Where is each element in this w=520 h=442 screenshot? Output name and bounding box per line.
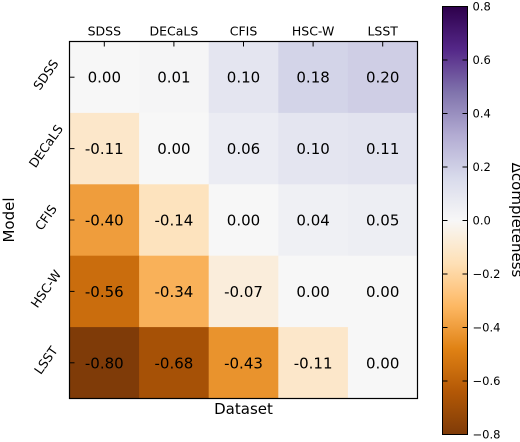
colorbar-tick-label: 0.0 (473, 214, 491, 228)
x-axis-label: Dataset (214, 400, 273, 418)
y-tick-label: SDSS (30, 57, 61, 93)
heatmap-cell (278, 112, 349, 185)
x-tick-label: SDSS (88, 24, 121, 39)
cell-value-label: 0.00 (227, 212, 260, 230)
heatmap-cell (347, 255, 418, 328)
cell-value-label: 0.18 (296, 69, 329, 87)
colorbar-label: Δcompleteness (508, 163, 520, 278)
cell-value-label: 0.10 (296, 140, 329, 158)
heatmap-cell (278, 41, 349, 114)
heatmap-cell (347, 184, 418, 257)
x-tick-label: DECaLS (149, 24, 198, 39)
colorbar-tick-label: −0.4 (473, 321, 501, 335)
cell-value-label: 0.01 (157, 69, 190, 87)
cell-value-label: 0.00 (366, 354, 399, 372)
heatmap-cell (208, 327, 279, 399)
y-tick-label: HSC-W (27, 267, 64, 310)
heatmap-cell (278, 184, 349, 257)
cell-value-label: 0.00 (366, 283, 399, 301)
colorbar-tick-label: 0.2 (473, 160, 491, 174)
cell-value-label: 0.20 (366, 69, 399, 87)
x-tick-label: LSST (367, 24, 398, 39)
heatmap-cell (208, 112, 279, 185)
cell-value-label: -0.68 (154, 354, 193, 372)
cell-value-label: 0.00 (157, 140, 190, 158)
cell-value-label: -0.40 (85, 212, 124, 230)
heatmap-cell (347, 41, 418, 114)
heatmap-cell (278, 255, 349, 328)
heatmap-cell (139, 327, 210, 399)
heatmap-cells (69, 41, 418, 399)
cell-value-label: 0.04 (296, 212, 329, 230)
y-tick-label: CFIS (32, 202, 60, 233)
cell-value-label: 0.00 (88, 69, 121, 87)
colorbar-tick-label: 0.8 (473, 0, 491, 14)
colorbar-tick-label: −0.8 (473, 428, 501, 442)
cell-value-label: -0.34 (154, 283, 193, 301)
heatmap-cell (347, 112, 418, 185)
x-axis-ticks: SDSS DECaLS CFIS HSC-W LSST (88, 24, 398, 47)
x-tick-label: CFIS (230, 24, 258, 39)
y-tick-label: LSST (31, 343, 61, 377)
heatmap-cell (208, 184, 279, 257)
colorbar-tick-label: 0.6 (473, 53, 491, 67)
heatmap-cell (69, 255, 140, 328)
heatmap-cell (139, 184, 210, 257)
cell-value-label: 0.10 (227, 69, 260, 87)
heatmap-cell (139, 255, 210, 328)
cell-value-label: -0.43 (224, 354, 263, 372)
heatmap-value-labels: 0.00 0.01 0.10 0.18 0.20 -0.11 0.00 0.06 0.10 0.1… (85, 69, 400, 373)
y-tick-label: DECaLS (26, 122, 66, 171)
x-tick-label: HSC-W (292, 24, 334, 39)
cell-value-label: 0.11 (366, 140, 399, 158)
heatmap-cell (69, 327, 140, 399)
cell-value-label: 0.00 (296, 283, 329, 301)
heatmap-cell (208, 41, 279, 114)
colorbar-tick-label: −0.6 (473, 374, 501, 388)
cell-value-label: 0.06 (227, 140, 260, 158)
cell-value-label: -0.11 (294, 354, 333, 372)
cell-value-label: -0.14 (154, 212, 193, 230)
heatmap-cell (208, 255, 279, 328)
heatmap-cell (139, 41, 210, 114)
heatmap-cell (69, 41, 140, 114)
heatmap-cell (69, 112, 140, 185)
cell-value-label: -0.11 (85, 140, 124, 158)
y-axis-ticks: SDSS DECaLS CFIS HSC-W LSST (26, 57, 75, 377)
y-axis-label: Model (0, 197, 18, 242)
cell-value-label: 0.05 (366, 212, 399, 230)
heatmap-cell (69, 184, 140, 257)
cell-value-label: -0.07 (224, 283, 263, 301)
heatmap-cell (347, 327, 418, 399)
colorbar-ticks: 0.8 0.6 0.4 0.2 0.0 −0.2 −0.4 −0.6 −0.8 (442, 0, 501, 442)
heatmap-cell (278, 327, 349, 399)
cell-value-label: -0.80 (85, 354, 124, 372)
colorbar-tick-label: 0.4 (473, 107, 491, 121)
heatmap-cell (139, 112, 210, 185)
cell-value-label: -0.56 (85, 283, 124, 301)
colorbar-tick-label: −0.2 (473, 267, 501, 281)
